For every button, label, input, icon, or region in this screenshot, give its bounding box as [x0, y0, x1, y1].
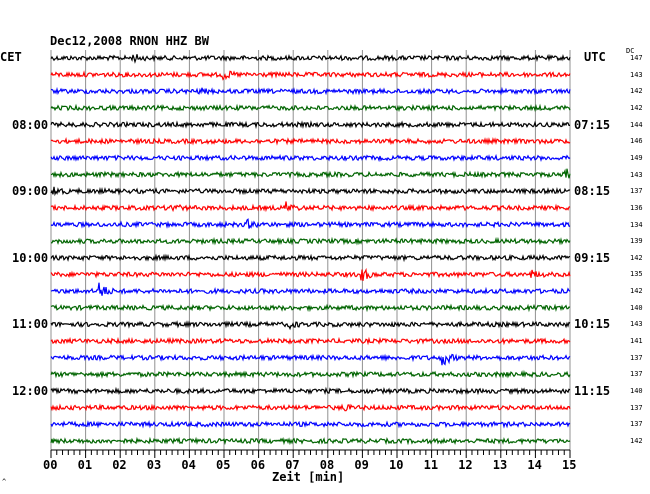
seismic-traces: [50, 53, 571, 446]
x-tick-label: 02: [112, 458, 127, 472]
trace-line: [50, 253, 571, 263]
dc-value: 136: [630, 203, 643, 212]
corner-mark: ^: [2, 478, 7, 486]
minute-grid: [50, 50, 571, 452]
dc-value: 143: [630, 320, 643, 329]
dc-value: 135: [630, 270, 643, 279]
dc-value: 134: [630, 220, 643, 229]
cet-hour-label: 10:00: [12, 250, 49, 265]
trace-line: [50, 136, 571, 146]
x-tick-label: 15: [562, 458, 577, 472]
trace-line: [50, 103, 571, 113]
right-timezone-label: UTC: [584, 50, 606, 64]
x-tick-label: 13: [492, 458, 508, 472]
dc-value: 137: [630, 370, 643, 379]
utc-hour-label: 07:15: [574, 117, 611, 132]
trace-line: [50, 70, 571, 81]
x-tick-label: 06: [250, 458, 266, 472]
cet-hour-label: 12:00: [12, 384, 49, 398]
dc-value: 142: [630, 87, 643, 96]
dc-value: 142: [630, 253, 643, 262]
trace-line: [50, 86, 571, 96]
trace-line: [50, 53, 571, 64]
x-tick-label: 03: [146, 458, 162, 472]
trace-line: [50, 303, 571, 313]
x-tick-label: 00: [43, 458, 58, 472]
cet-hour-label: 09:00: [12, 184, 49, 199]
dc-column-header: DC: [626, 47, 635, 55]
dc-value: 149: [630, 153, 643, 162]
x-tick-label: 12: [458, 458, 473, 472]
x-tick-label: 01: [77, 458, 93, 472]
trace-line: [50, 267, 571, 281]
dc-value: 137: [630, 353, 643, 362]
dc-value: 142: [630, 103, 643, 112]
dc-value: 143: [630, 70, 643, 79]
x-tick-label: 10: [389, 458, 404, 472]
trace-line: [50, 282, 571, 296]
x-tick-label: 08: [319, 458, 335, 472]
trace-line: [50, 186, 571, 197]
trace-line: [50, 218, 571, 229]
trace-line: [50, 420, 571, 429]
trace-line: [50, 153, 571, 163]
trace-line: [50, 120, 570, 130]
x-tick-label: 07: [285, 458, 300, 472]
dc-value: 142: [630, 287, 643, 296]
trace-line: [50, 403, 571, 412]
trace-line: [50, 336, 571, 346]
dc-value: 147: [630, 54, 643, 62]
trace-line: [50, 436, 571, 446]
dc-value: 137: [630, 403, 643, 412]
plot-title: Dec12,2008 RNON HHZ BW: [50, 34, 209, 48]
x-tick-label: 14: [527, 458, 542, 472]
cet-hour-label: 08:00: [12, 117, 49, 132]
trace-line: [50, 236, 571, 246]
dc-value: 143: [630, 170, 643, 179]
x-tick-label: 04: [181, 458, 196, 472]
x-tick-label: 11: [423, 458, 439, 472]
trace-line: [50, 369, 571, 379]
trace-line: [50, 320, 571, 331]
cet-hour-label: 11:00: [12, 317, 49, 332]
dc-value: 142: [630, 436, 643, 445]
dc-value: 144: [630, 120, 643, 129]
dc-value: 146: [630, 137, 643, 146]
dc-value: 141: [630, 337, 643, 346]
x-tick-label: 05: [216, 458, 231, 472]
trace-line: [50, 353, 571, 366]
utc-hour-label: 11:15: [574, 384, 611, 398]
trace-line: [50, 201, 571, 213]
time-axis: [50, 449, 571, 458]
x-tick-label: 09: [354, 458, 369, 472]
dc-value: 139: [630, 237, 643, 246]
dc-value: 140: [630, 387, 643, 395]
utc-hour-label: 08:15: [574, 184, 611, 199]
trace-line: [50, 168, 571, 179]
x-axis-label: Zeit [min]: [272, 470, 345, 484]
trace-line: [50, 386, 571, 396]
left-timezone-label: CET: [0, 50, 22, 64]
utc-hour-label: 10:15: [574, 317, 611, 332]
dc-value: 140: [630, 303, 643, 312]
utc-hour-label: 09:15: [574, 250, 611, 265]
dc-value: 137: [630, 420, 643, 429]
dc-value: 137: [630, 187, 643, 196]
